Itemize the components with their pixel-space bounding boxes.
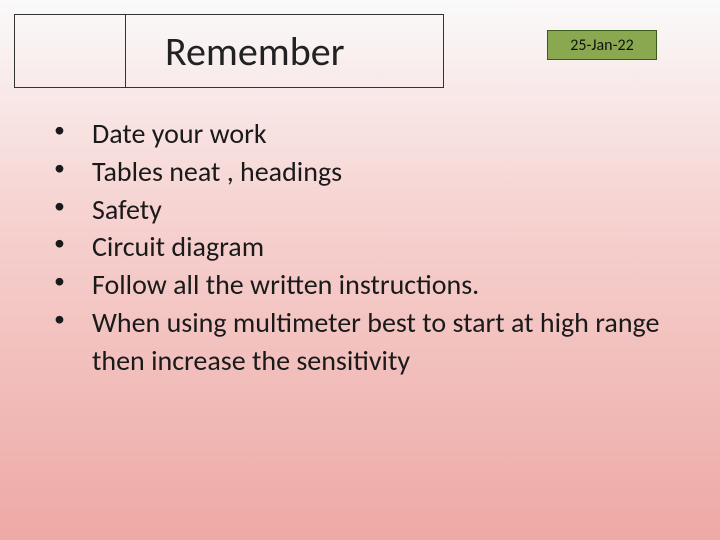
bullet-list: Date your work Tables neat , headings Sa…: [14, 115, 706, 380]
date-text: 25-Jan-22: [570, 36, 633, 55]
list-item: Circuit diagram: [64, 228, 706, 266]
list-item: When using multimeter best to start at h…: [64, 304, 706, 380]
list-item: Follow all the written instructions.: [64, 266, 706, 304]
list-item: Safety: [64, 191, 706, 229]
title-divider: [125, 15, 126, 87]
list-item: Tables neat , headings: [64, 153, 706, 191]
page-title: Remember: [165, 27, 345, 76]
list-item: Date your work: [64, 115, 706, 153]
title-box: Remember: [14, 14, 444, 88]
content-area: Date your work Tables neat , headings Sa…: [14, 115, 706, 380]
date-badge: 25-Jan-22: [547, 30, 657, 60]
